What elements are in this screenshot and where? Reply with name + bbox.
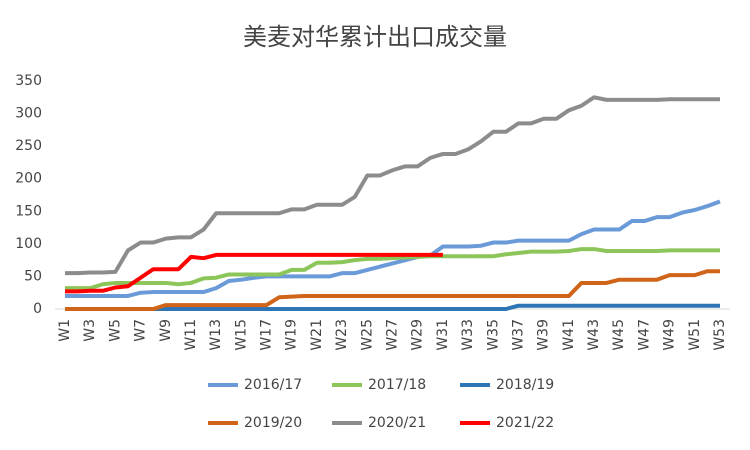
y-tick-label: 300 <box>15 106 42 122</box>
x-tick-label: W21 <box>309 319 325 351</box>
y-tick-label: 250 <box>15 138 42 154</box>
x-tick-label: W51 <box>687 319 703 351</box>
y-tick-label: 0 <box>33 301 42 317</box>
series-line <box>65 199 721 298</box>
x-tick-label: W25 <box>359 319 375 351</box>
x-tick-label: W29 <box>410 319 426 351</box>
x-tick-label: W7 <box>133 319 149 342</box>
series-line <box>65 269 720 311</box>
x-tick-label: W45 <box>611 319 627 351</box>
x-tick-label: W49 <box>662 319 678 351</box>
x-tick-label: W17 <box>259 319 275 351</box>
y-tick-label: 200 <box>15 171 42 187</box>
legend-label: 2018/19 <box>496 377 554 393</box>
x-tick-label: W19 <box>284 319 300 351</box>
x-tick-label: W41 <box>561 319 577 351</box>
x-tick-label: W39 <box>536 319 552 351</box>
legend-label: 2017/18 <box>368 377 426 393</box>
y-tick-label: 350 <box>15 73 42 89</box>
y-tick-label: 100 <box>15 236 42 252</box>
x-tick-label: W37 <box>510 319 526 351</box>
legend-label: 2016/17 <box>244 377 302 393</box>
x-tick-label: W13 <box>208 319 224 351</box>
y-tick-label: 150 <box>15 203 42 219</box>
x-tick-label: W23 <box>334 319 350 351</box>
legend-label: 2021/22 <box>496 415 554 431</box>
x-tick-label: W31 <box>435 319 451 351</box>
series-line <box>65 303 720 311</box>
y-tick-label: 50 <box>24 268 42 284</box>
x-tick-label: W35 <box>485 319 501 351</box>
x-tick-label: W15 <box>233 319 249 351</box>
series-line <box>65 95 720 276</box>
x-tick-label: W3 <box>82 319 98 342</box>
x-tick-label: W47 <box>636 319 652 351</box>
x-tick-label: W43 <box>586 319 602 351</box>
x-tick-label: W1 <box>57 319 73 342</box>
x-tick-label: W5 <box>107 319 123 342</box>
x-tick-label: W27 <box>385 319 401 351</box>
series-line <box>65 247 720 291</box>
legend-label: 2019/20 <box>244 415 302 431</box>
series-line <box>65 252 443 294</box>
x-tick-label: W33 <box>460 319 476 351</box>
x-tick-label: W11 <box>183 319 199 351</box>
legend-label: 2020/21 <box>368 415 426 431</box>
chart-title: 美麦对华累计出口成交量 <box>243 23 507 51</box>
x-tick-label: W9 <box>158 319 174 342</box>
x-tick-label: W53 <box>712 319 728 351</box>
